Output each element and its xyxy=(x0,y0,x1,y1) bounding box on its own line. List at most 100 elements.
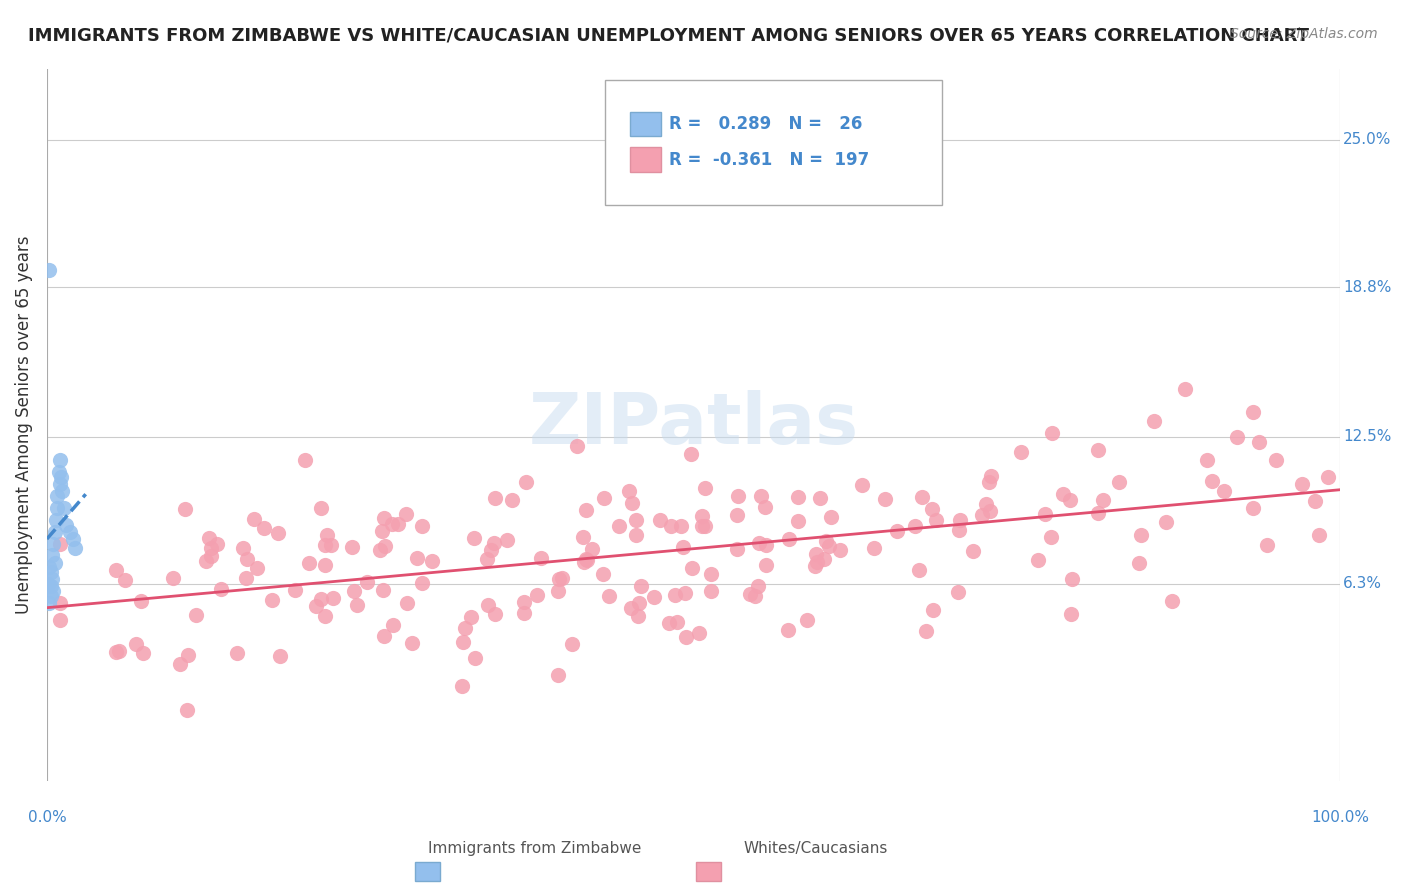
Point xyxy=(513,595,536,609)
Point xyxy=(526,588,548,602)
Point xyxy=(515,475,537,490)
Point xyxy=(267,526,290,541)
Point xyxy=(1174,382,1197,396)
Point xyxy=(309,591,332,606)
Point xyxy=(1212,483,1234,498)
Point xyxy=(948,523,970,537)
Point xyxy=(863,541,886,555)
Text: 25.0%: 25.0% xyxy=(1343,132,1392,147)
Point xyxy=(37,577,59,591)
Point xyxy=(41,572,63,586)
Text: Immigrants from Zimbabwe: Immigrants from Zimbabwe xyxy=(427,841,641,856)
Point xyxy=(41,549,63,563)
Point xyxy=(607,518,630,533)
Point xyxy=(104,563,127,577)
Point xyxy=(107,643,129,657)
Point xyxy=(482,536,505,550)
Point xyxy=(565,439,588,453)
Point xyxy=(314,609,336,624)
Point xyxy=(49,537,72,551)
Point xyxy=(1087,442,1109,457)
Point xyxy=(659,519,682,533)
Point xyxy=(547,668,569,682)
Point xyxy=(1256,538,1278,552)
Point xyxy=(451,634,474,648)
Point xyxy=(1226,430,1249,444)
Text: 18.8%: 18.8% xyxy=(1343,279,1392,294)
Point xyxy=(59,524,82,539)
Point xyxy=(804,559,827,574)
Point xyxy=(411,575,433,590)
Text: 100.0%: 100.0% xyxy=(1312,810,1369,824)
Point xyxy=(1143,414,1166,428)
Point xyxy=(49,596,72,610)
Point xyxy=(675,631,697,645)
Point xyxy=(621,496,644,510)
Point xyxy=(39,589,62,603)
Point xyxy=(495,533,517,547)
Point xyxy=(1010,445,1032,459)
Point xyxy=(693,481,716,495)
Point xyxy=(679,446,702,460)
Point xyxy=(624,528,647,542)
Point xyxy=(977,475,1000,490)
Point xyxy=(46,489,69,503)
Point xyxy=(38,596,60,610)
Point xyxy=(38,263,60,277)
Point xyxy=(174,502,197,516)
Point xyxy=(908,563,931,577)
Point xyxy=(484,607,506,621)
Point xyxy=(754,500,776,514)
Point xyxy=(886,524,908,538)
Point xyxy=(648,513,671,527)
Point xyxy=(924,512,946,526)
Point xyxy=(547,584,569,599)
Point xyxy=(980,469,1002,483)
Text: 0.0%: 0.0% xyxy=(28,810,66,824)
Point xyxy=(1040,425,1063,440)
Point xyxy=(260,592,283,607)
Point xyxy=(630,579,652,593)
Y-axis label: Unemployment Among Seniors over 65 years: Unemployment Among Seniors over 65 years xyxy=(15,235,32,614)
Point xyxy=(754,558,776,572)
Point xyxy=(169,657,191,672)
Point xyxy=(550,570,572,584)
Point xyxy=(1291,477,1313,491)
Point xyxy=(921,502,943,516)
Point xyxy=(420,553,443,567)
Point xyxy=(51,484,73,499)
Point xyxy=(319,538,342,552)
Point xyxy=(176,703,198,717)
Point xyxy=(778,532,800,546)
Point xyxy=(749,489,772,503)
Point xyxy=(755,538,778,552)
Point xyxy=(411,519,433,533)
Point xyxy=(197,532,219,546)
Point xyxy=(851,478,873,492)
Point xyxy=(132,646,155,660)
Point xyxy=(617,483,640,498)
Point xyxy=(665,615,688,629)
Point xyxy=(1052,486,1074,500)
Point xyxy=(1033,507,1056,521)
Point xyxy=(875,492,897,507)
Point xyxy=(1195,453,1218,467)
Point xyxy=(643,590,665,604)
Point xyxy=(371,583,394,598)
Point xyxy=(322,591,344,606)
Point xyxy=(530,551,553,566)
Point xyxy=(575,552,598,566)
Point xyxy=(814,533,837,548)
Point xyxy=(727,489,749,503)
Point xyxy=(572,530,595,544)
Point xyxy=(700,583,723,598)
Point xyxy=(104,645,127,659)
Point xyxy=(356,575,378,590)
Point xyxy=(1108,475,1130,489)
Point xyxy=(1316,470,1339,484)
Point xyxy=(232,541,254,555)
Point xyxy=(664,588,686,602)
Point xyxy=(382,617,405,632)
Point xyxy=(1308,528,1330,542)
Text: Whites/Caucasians: Whites/Caucasians xyxy=(744,841,887,856)
